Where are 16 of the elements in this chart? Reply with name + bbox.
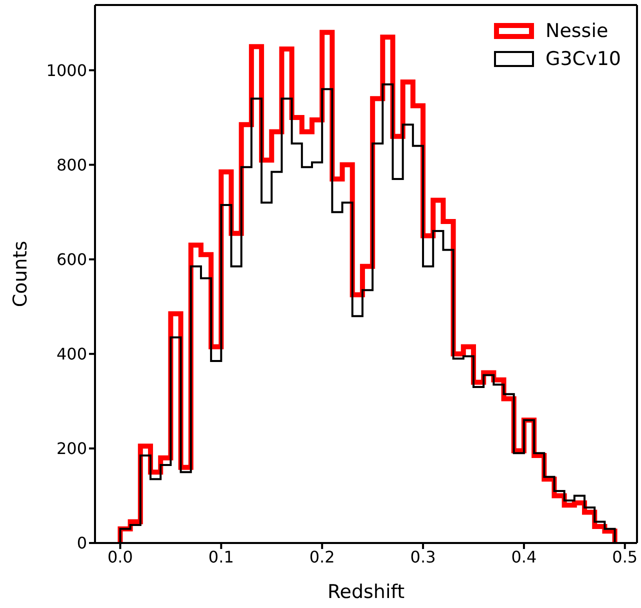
legend-label: G3Cv10	[546, 48, 621, 70]
y-tick-label: 1000	[46, 60, 87, 80]
y-tick-label: 600	[56, 250, 87, 270]
x-tick-label: 0.2	[309, 547, 335, 566]
x-tick-label: 0.3	[410, 547, 436, 566]
y-tick-label: 200	[56, 439, 87, 458]
x-tick-label: 0.0	[108, 547, 133, 566]
y-tick-label: 0	[76, 534, 87, 553]
x-axis-title: Redshift	[327, 581, 405, 603]
y-tick-label: 400	[56, 344, 87, 364]
y-tick-label: 800	[56, 155, 87, 174]
x-tick-label: 0.4	[511, 547, 537, 566]
x-tick-label: 0.5	[612, 547, 638, 566]
x-tick-label: 0.1	[208, 547, 234, 566]
legend-label: Nessie	[546, 20, 608, 42]
y-axis-title: Counts	[10, 240, 32, 308]
